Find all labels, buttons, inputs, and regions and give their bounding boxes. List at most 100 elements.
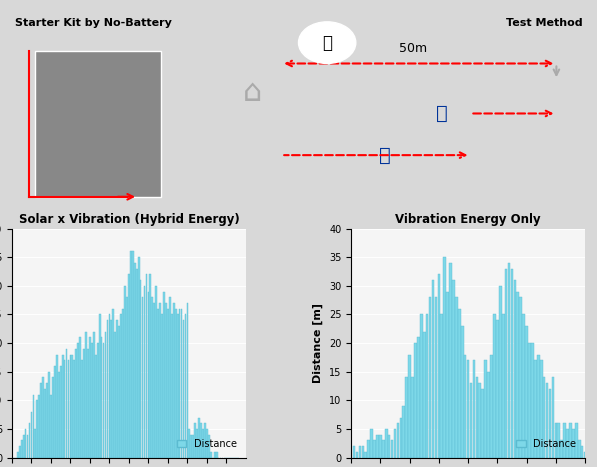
Bar xyxy=(566,429,569,458)
Bar xyxy=(99,314,100,458)
Bar xyxy=(27,435,29,458)
Bar xyxy=(561,440,563,458)
Bar xyxy=(130,251,132,458)
Bar xyxy=(128,275,130,458)
Bar xyxy=(405,377,408,458)
Bar xyxy=(507,263,510,458)
Bar xyxy=(181,309,183,458)
Bar xyxy=(109,314,110,458)
Bar xyxy=(429,297,432,458)
Bar xyxy=(89,337,91,458)
Bar xyxy=(426,314,429,458)
Bar xyxy=(161,314,163,458)
Bar xyxy=(552,377,554,458)
Bar xyxy=(540,360,543,458)
Bar xyxy=(169,297,171,458)
Bar xyxy=(81,360,83,458)
Bar xyxy=(546,383,549,458)
Bar xyxy=(353,446,355,458)
Bar xyxy=(183,320,184,458)
Bar xyxy=(458,309,461,458)
Bar xyxy=(385,429,387,458)
Bar xyxy=(478,383,481,458)
Bar xyxy=(165,303,167,458)
Bar xyxy=(208,435,210,458)
Bar xyxy=(370,429,373,458)
Bar xyxy=(525,326,528,458)
Bar xyxy=(455,297,458,458)
Bar xyxy=(186,303,188,458)
Bar xyxy=(531,343,534,458)
Bar xyxy=(549,389,551,458)
Bar xyxy=(461,326,463,458)
Bar xyxy=(60,366,61,458)
Bar xyxy=(564,423,566,458)
Bar xyxy=(373,440,376,458)
Bar xyxy=(132,251,134,458)
Bar xyxy=(490,354,493,458)
Bar xyxy=(153,303,155,458)
Bar xyxy=(194,423,196,458)
Bar xyxy=(473,360,475,458)
Bar xyxy=(146,275,147,458)
Bar xyxy=(435,297,437,458)
Bar xyxy=(423,332,426,458)
Bar xyxy=(75,349,77,458)
Bar xyxy=(499,286,501,458)
Bar xyxy=(126,297,128,458)
Bar xyxy=(558,423,560,458)
Bar xyxy=(17,452,19,458)
Bar xyxy=(78,343,79,458)
Bar xyxy=(48,372,50,458)
Bar xyxy=(202,429,204,458)
Bar xyxy=(402,406,405,458)
Bar xyxy=(513,280,516,458)
Bar xyxy=(362,446,364,458)
Bar xyxy=(157,309,159,458)
Bar xyxy=(32,395,34,458)
Bar xyxy=(382,440,384,458)
Bar xyxy=(115,332,116,458)
Bar xyxy=(91,343,93,458)
Bar xyxy=(447,291,449,458)
Bar xyxy=(72,354,73,458)
Bar xyxy=(379,435,381,458)
Bar xyxy=(537,354,540,458)
Bar xyxy=(155,286,157,458)
Bar xyxy=(496,320,498,458)
Bar xyxy=(54,366,56,458)
Bar xyxy=(179,309,180,458)
Bar xyxy=(152,297,153,458)
Circle shape xyxy=(298,22,356,64)
Bar xyxy=(184,314,186,458)
Bar xyxy=(464,354,466,458)
Y-axis label: Distance [m]: Distance [m] xyxy=(313,303,324,383)
Bar xyxy=(61,354,63,458)
Bar xyxy=(414,343,417,458)
Bar xyxy=(487,372,490,458)
Text: Starter Kit by No-Battery: Starter Kit by No-Battery xyxy=(15,18,172,28)
Bar xyxy=(24,429,26,458)
Bar xyxy=(103,343,104,458)
Bar xyxy=(44,389,46,458)
Bar xyxy=(167,309,169,458)
Bar xyxy=(364,452,367,458)
Bar xyxy=(467,360,469,458)
Bar xyxy=(510,269,513,458)
Bar xyxy=(120,314,122,458)
Bar xyxy=(190,435,192,458)
Bar xyxy=(21,440,23,458)
Bar xyxy=(118,326,120,458)
Bar xyxy=(356,452,358,458)
Bar xyxy=(200,423,202,458)
Bar xyxy=(97,343,99,458)
Bar xyxy=(432,280,435,458)
Bar xyxy=(578,440,580,458)
Bar xyxy=(204,423,206,458)
Bar xyxy=(52,377,54,458)
Bar xyxy=(46,383,48,458)
Bar xyxy=(136,269,137,458)
Bar xyxy=(441,314,443,458)
Title: Solar x Vibration (Hybrid Energy): Solar x Vibration (Hybrid Energy) xyxy=(19,213,239,226)
Bar xyxy=(449,263,452,458)
